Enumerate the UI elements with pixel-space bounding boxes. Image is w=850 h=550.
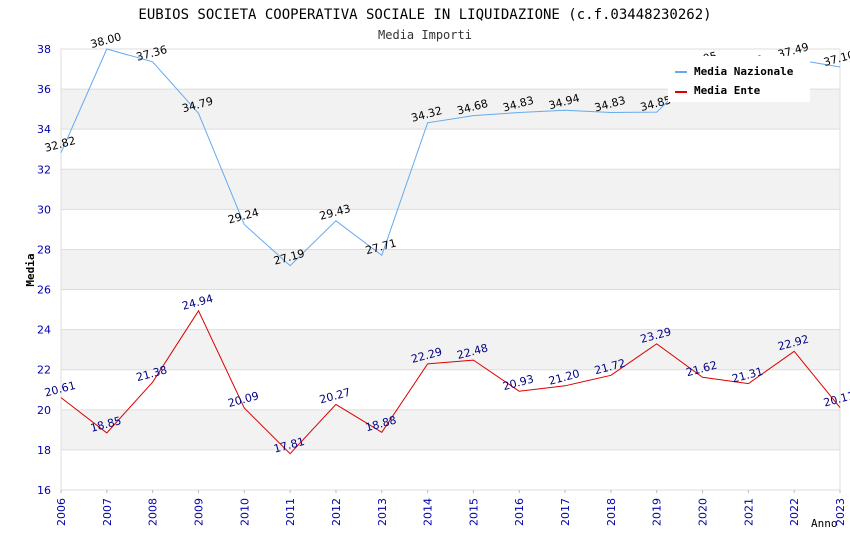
grid-band bbox=[61, 329, 840, 370]
y-tick-label: 38 bbox=[37, 43, 51, 56]
grid-band bbox=[61, 249, 840, 290]
y-tick-label: 20 bbox=[37, 404, 51, 417]
legend: Media Nazionale Media Ente bbox=[668, 56, 810, 102]
y-tick-label: 22 bbox=[37, 364, 51, 377]
grid-bands bbox=[61, 89, 840, 450]
x-tick-label: 2022 bbox=[788, 498, 801, 526]
x-tick-label: 2016 bbox=[513, 498, 526, 526]
data-label: 20.27 bbox=[318, 386, 352, 407]
x-tick-label: 2015 bbox=[467, 498, 480, 526]
x-tick-label: 2014 bbox=[422, 498, 435, 526]
series-line-ente bbox=[60, 309, 841, 455]
legend-label-nazionale: Media Nazionale bbox=[694, 65, 794, 78]
data-label: 20.11 bbox=[822, 389, 850, 410]
grid-lines bbox=[60, 48, 841, 491]
x-tick-label: 2008 bbox=[147, 498, 160, 526]
x-tick-label: 2007 bbox=[101, 498, 114, 526]
x-tick-label: 2006 bbox=[55, 498, 68, 526]
x-axis-label: Anno bbox=[811, 517, 838, 530]
x-tick-label: 2023 bbox=[834, 498, 847, 526]
data-label: 20.61 bbox=[43, 379, 77, 400]
x-tick-label: 2019 bbox=[651, 498, 664, 526]
data-label: 32.82 bbox=[43, 134, 77, 155]
y-tick-label: 32 bbox=[37, 163, 51, 176]
y-tick-label: 24 bbox=[37, 324, 51, 337]
chart-subtitle: Media Importi bbox=[378, 28, 472, 42]
y-axis-label: Media bbox=[24, 253, 37, 286]
data-label: 37.36 bbox=[135, 43, 169, 64]
grid-band bbox=[61, 409, 840, 450]
x-tick-label: 2021 bbox=[742, 498, 755, 526]
data-label: 37.10 bbox=[822, 48, 850, 69]
chart-title: EUBIOS SOCIETA COOPERATIVA SOCIALE IN LI… bbox=[138, 7, 711, 23]
y-tick-label: 16 bbox=[37, 484, 51, 497]
plot-frame bbox=[60, 48, 841, 491]
y-tick-label: 26 bbox=[37, 284, 51, 297]
legend-box bbox=[668, 56, 810, 102]
x-tick-label: 2010 bbox=[238, 498, 251, 526]
grid-band bbox=[61, 169, 840, 210]
y-tick-label: 34 bbox=[37, 123, 51, 136]
x-tick-label: 2020 bbox=[697, 498, 710, 526]
x-axis-ticks: 2006 2007 2008 2009 2010 2011 2012 2013 2014 2015… bbox=[55, 490, 847, 526]
x-tick-label: 2012 bbox=[330, 498, 343, 526]
y-tick-label: 30 bbox=[37, 203, 51, 216]
data-label: 38.00 bbox=[89, 30, 123, 51]
y-tick-label: 18 bbox=[37, 444, 51, 457]
data-label: 24.94 bbox=[181, 292, 215, 313]
x-tick-label: 2011 bbox=[284, 498, 297, 526]
y-tick-label: 28 bbox=[37, 243, 51, 256]
x-tick-label: 2013 bbox=[376, 498, 389, 526]
y-axis-ticks: 16 18 20 22 24 26 28 30 32 34 36 38 bbox=[37, 43, 51, 497]
x-tick-label: 2009 bbox=[192, 498, 205, 526]
y-tick-label: 36 bbox=[37, 83, 51, 96]
x-tick-label: 2018 bbox=[605, 498, 618, 526]
legend-label-ente: Media Ente bbox=[694, 84, 761, 97]
x-tick-label: 2017 bbox=[559, 498, 572, 526]
